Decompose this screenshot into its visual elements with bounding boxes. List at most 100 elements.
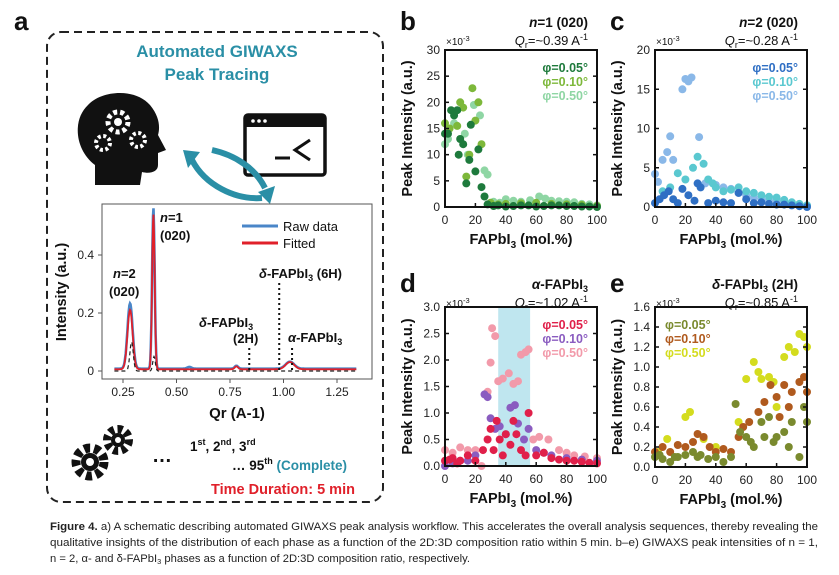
workflow-title-line1: Automated GIWAXS [136, 42, 298, 61]
data-point [705, 443, 714, 451]
data-point [465, 155, 474, 164]
data-point [555, 455, 563, 464]
data-point [555, 446, 563, 455]
legend-entry: φ=0.05° [665, 318, 711, 332]
data-point [696, 183, 705, 192]
x-tick-label: 0.50 [165, 385, 189, 399]
scale-factor-label: ×10-3 [656, 34, 680, 48]
data-point [547, 201, 556, 210]
x-tick-label: 60 [530, 213, 544, 227]
data-point [666, 132, 675, 141]
y-axis-label: Peak Intensity (a.u.) [610, 60, 626, 196]
y-axis-label: Peak Intensity (a.u.) [610, 319, 626, 455]
head-gears-icon [77, 92, 166, 185]
data-point [476, 111, 484, 120]
y-tick-label: 0.0 [423, 459, 440, 473]
x-tick-label: 40 [499, 472, 513, 486]
data-point [742, 195, 751, 204]
x-tick-label: 0 [652, 473, 659, 487]
y-tick-label: 0.2 [77, 306, 94, 320]
data-point [719, 187, 728, 196]
y-tick-label: 2.0 [423, 353, 440, 367]
y-tick-label: 0.0 [633, 460, 650, 474]
data-point [757, 198, 766, 207]
series-2 [441, 106, 601, 211]
data-point [456, 456, 465, 465]
y-tick-label: 10 [427, 148, 441, 162]
data-point [696, 451, 705, 459]
data-point [658, 155, 667, 164]
legend-entry: φ=0.50° [542, 346, 588, 360]
data-point [711, 183, 720, 192]
data-point [772, 403, 781, 411]
y-tick-label: 0 [87, 364, 94, 378]
data-point [669, 155, 678, 164]
data-point [517, 446, 525, 455]
data-point [749, 199, 758, 208]
q-value-label: Qr=~0.28 A-1 [725, 32, 798, 50]
series-1 [651, 373, 811, 456]
data-point [787, 418, 796, 426]
y-tick-label: 0.5 [423, 433, 440, 447]
data-point [479, 446, 487, 455]
legend-entry: φ=0.50° [542, 89, 588, 103]
data-point [699, 433, 708, 441]
data-point [462, 172, 471, 181]
panel-letter-d: d [400, 268, 416, 298]
data-point [754, 408, 763, 416]
annotation-alpha: α-FAPbI3 [288, 330, 342, 347]
panel-d: dα-FAPbI3Qr=~1.02 A-1×10-30204060801000.… [400, 268, 607, 510]
legend-entry: φ=0.05° [752, 61, 798, 75]
panel-title: δ-FAPbI3 (2H) [712, 277, 798, 294]
x-tick-label: 80 [770, 213, 784, 227]
y-tick-label: 20 [637, 43, 651, 57]
data-point [689, 438, 697, 446]
data-point [454, 150, 463, 159]
data-point [772, 433, 781, 441]
series-2 [651, 400, 811, 466]
x-tick-label: 40 [499, 213, 513, 227]
data-point [509, 416, 518, 425]
data-point [524, 409, 533, 417]
data-point [471, 456, 480, 465]
panel-c: c n=2 (020) Qr=~0.28 A-1 ×10-3 0 20 40 60 80 100 0… [610, 6, 817, 251]
panel-letter-b: b [400, 6, 416, 36]
data-point [466, 120, 475, 129]
annotation-delta-2h-tail: (2H) [233, 331, 258, 346]
time-duration: Time Duration: 5 min [211, 482, 355, 498]
data-point [517, 201, 525, 210]
data-point [765, 192, 773, 201]
data-point [727, 185, 735, 194]
data-point [731, 400, 740, 408]
data-point [690, 196, 699, 205]
legend-entry: φ=0.05° [542, 61, 588, 75]
y-axis-label: Peak Intensity (a.u.) [400, 318, 416, 454]
y-tick-label: 0.2 [633, 440, 650, 454]
data-point [468, 84, 477, 93]
y-tick-label: 10 [637, 122, 651, 136]
data-point [689, 163, 697, 172]
x-tick-label: 80 [560, 472, 574, 486]
data-point [749, 358, 758, 366]
data-point [474, 98, 483, 107]
data-point [765, 413, 773, 421]
data-point [760, 433, 769, 441]
data-point [780, 381, 789, 389]
data-point [775, 413, 784, 421]
data-point [678, 85, 687, 94]
data-point [704, 199, 713, 208]
y-axis-label: Peak Intensity (a.u.) [400, 60, 416, 196]
data-point [673, 441, 682, 449]
data-point [480, 192, 489, 201]
data-point [570, 456, 579, 465]
data-point [736, 428, 745, 436]
x-tick-label: 20 [679, 213, 693, 227]
legend-entry: φ=0.10° [665, 332, 711, 346]
data-point [532, 451, 541, 460]
spectrum-line-2 [114, 340, 357, 372]
x-tick-label: 1.25 [325, 385, 349, 399]
x-axis-label: FAPbI3 (mol.%) [679, 232, 782, 251]
y-tick-label: 0 [643, 200, 650, 214]
data-point [489, 446, 498, 455]
